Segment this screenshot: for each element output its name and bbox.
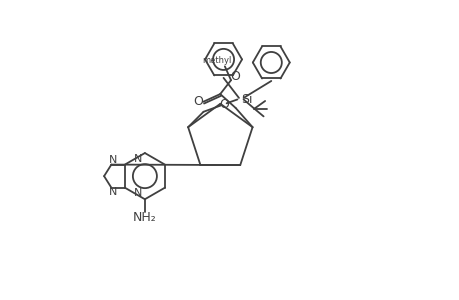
Text: NH₂: NH₂ — [133, 211, 157, 224]
Text: N: N — [108, 187, 117, 197]
Text: methyl: methyl — [202, 56, 231, 65]
Text: Si: Si — [241, 93, 252, 106]
Text: O: O — [230, 70, 239, 83]
Text: N: N — [134, 154, 142, 164]
Text: O: O — [192, 95, 202, 108]
Text: N: N — [134, 188, 142, 199]
Text: O: O — [219, 98, 229, 111]
Text: N: N — [108, 155, 117, 165]
